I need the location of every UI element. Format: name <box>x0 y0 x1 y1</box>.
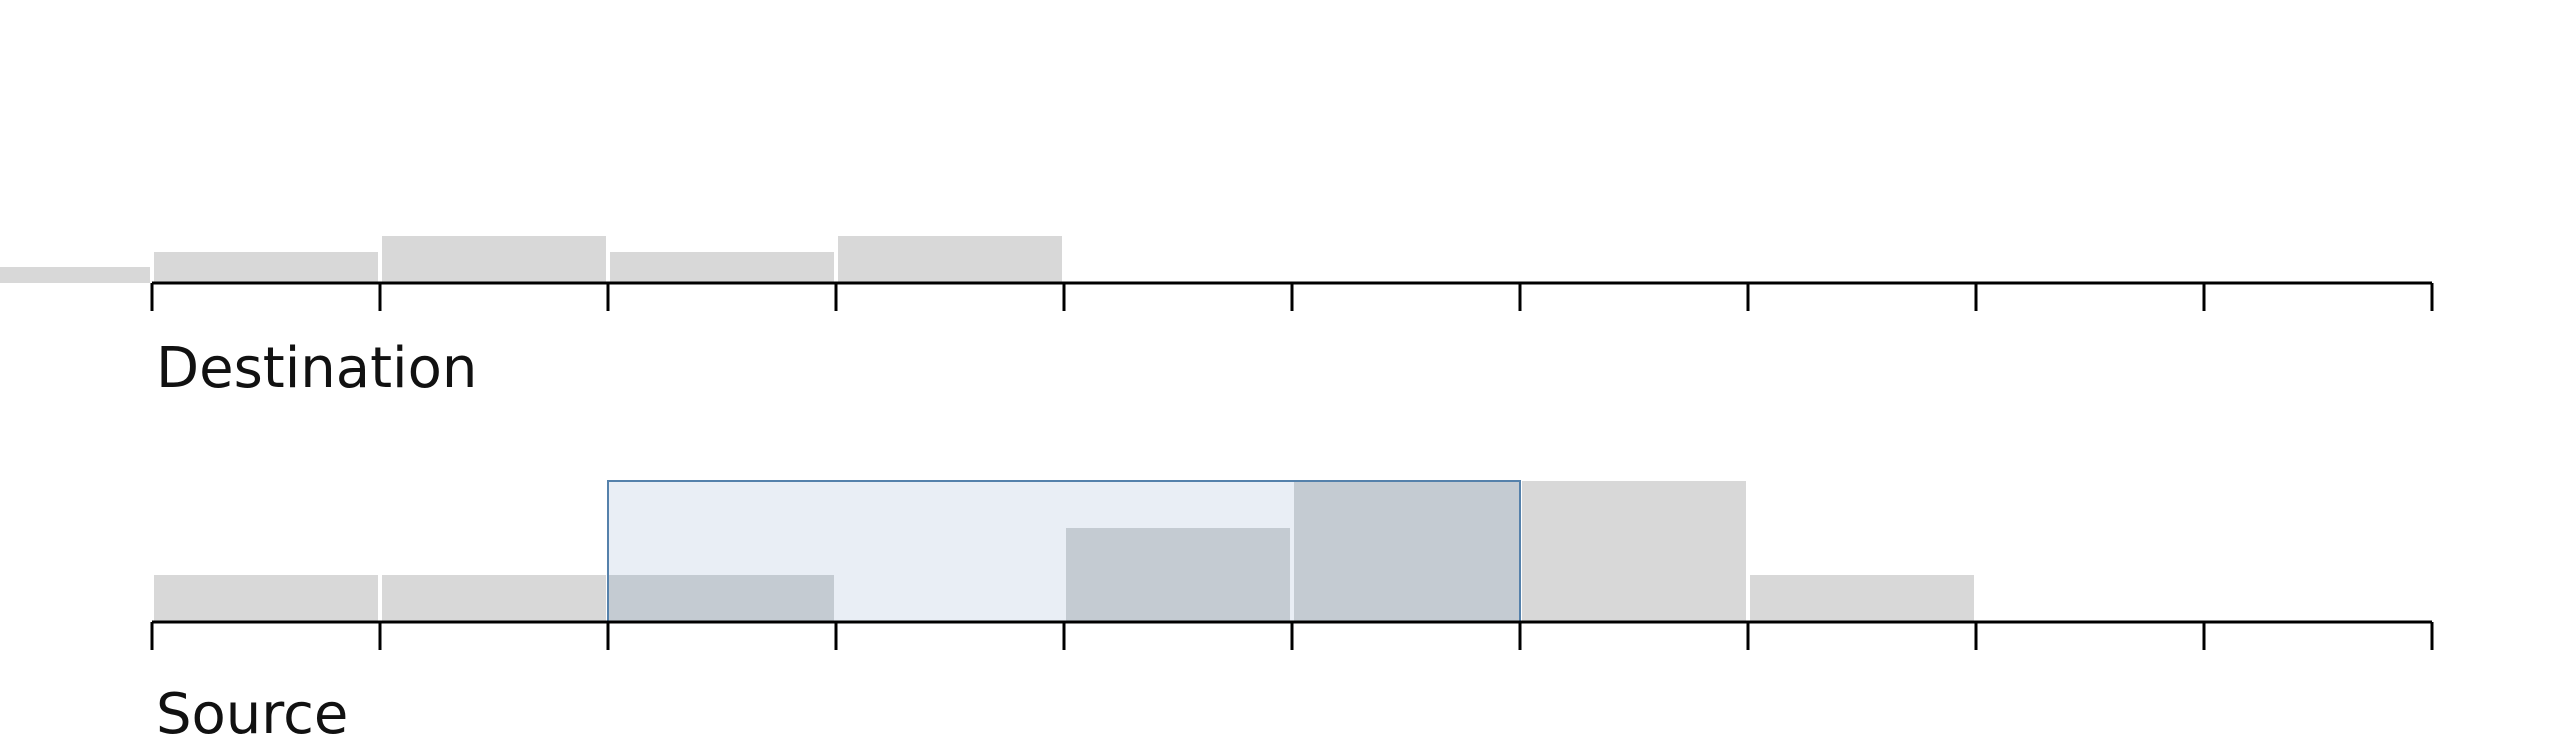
destination-bar-3 <box>838 236 1062 283</box>
source-selected-bar-2 <box>609 575 834 622</box>
source-track <box>150 480 2434 650</box>
destination-bar-2 <box>610 252 834 283</box>
source-label: Source <box>156 682 349 747</box>
destination-label: Destination <box>156 336 478 401</box>
source-bar-6 <box>1522 481 1746 622</box>
source-bar-7 <box>1750 575 1974 622</box>
source-bar-0 <box>154 575 378 622</box>
source-bar-1 <box>382 575 606 622</box>
destination-bar-0 <box>154 252 378 283</box>
destination-bar-1 <box>382 236 606 283</box>
source-selected-bar-4 <box>1066 528 1290 622</box>
source-selected-bar-5 <box>1294 481 1519 622</box>
destination-bar--1 <box>0 267 150 283</box>
destination-track <box>0 236 2434 311</box>
